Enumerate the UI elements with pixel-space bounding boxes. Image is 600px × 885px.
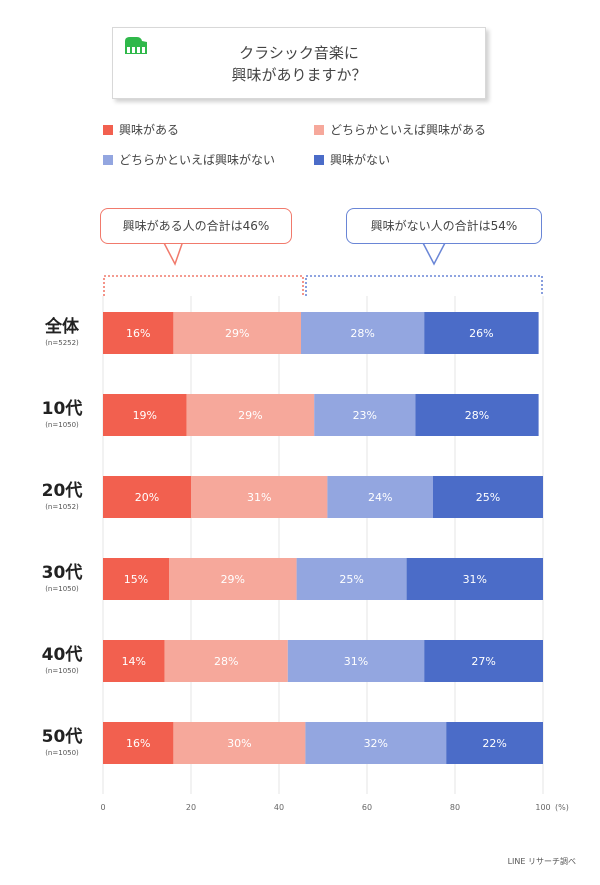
title-line-2: 興味がありますか？ xyxy=(231,66,367,84)
data-label: 29% xyxy=(221,573,245,586)
x-tick-label: 100 xyxy=(535,803,550,812)
data-label: 30% xyxy=(227,737,251,750)
data-label: 28% xyxy=(214,655,238,668)
legend-label: どちらかといえば興味がない xyxy=(119,153,276,167)
legend-swatch xyxy=(103,125,113,135)
chart-title: クラシック音楽に 興味がありますか？ xyxy=(113,42,485,86)
x-tick-label: 40 xyxy=(274,803,284,812)
x-axis-unit: (%) xyxy=(555,803,569,812)
x-tick-label: 60 xyxy=(362,803,372,812)
category-label: 30代 (n=1050) xyxy=(30,562,94,594)
legend-item-somewhat-interested: どちらかといえば興味がある xyxy=(314,123,486,137)
category-label: 40代 (n=1050) xyxy=(30,644,94,676)
category-label: 全体 (n=5252) xyxy=(30,316,94,348)
bar-segment xyxy=(433,476,543,518)
data-label: 22% xyxy=(482,737,506,750)
category-name: 20代 xyxy=(41,481,83,501)
data-label: 15% xyxy=(124,573,148,586)
bar-segment xyxy=(103,558,169,600)
data-label: 20% xyxy=(135,491,159,504)
callout-interested: 興味がある人の合計は46% xyxy=(100,208,292,244)
data-label: 31% xyxy=(344,655,368,668)
bar-segment xyxy=(424,640,543,682)
x-tick-label: 0 xyxy=(100,803,105,812)
bar-segment xyxy=(327,476,433,518)
callout-not-interested: 興味がない人の合計は54% xyxy=(346,208,542,244)
bar-segment xyxy=(173,722,306,764)
bar-segment xyxy=(301,312,425,354)
legend-swatch xyxy=(314,155,324,165)
legend-swatch xyxy=(314,125,324,135)
data-label: 25% xyxy=(476,491,500,504)
legend-swatch xyxy=(103,155,113,165)
legend-label: 興味がない xyxy=(330,153,391,167)
sample-size: (n=1050) xyxy=(45,749,79,757)
bar-segment xyxy=(103,476,191,518)
title-box: クラシック音楽に 興味がありますか？ xyxy=(112,27,486,99)
bar-segment xyxy=(169,558,297,600)
sample-size: (n=1050) xyxy=(45,585,79,593)
title-line-1: クラシック音楽に xyxy=(239,44,359,62)
bar-segment xyxy=(103,722,174,764)
legend-item-somewhat-not-interested: どちらかといえば興味がない xyxy=(103,153,275,167)
bar-segment xyxy=(296,558,407,600)
data-label: 16% xyxy=(126,737,150,750)
sample-size: (n=5252) xyxy=(45,339,79,347)
source-note: LINE リサーチ調べ xyxy=(507,857,576,866)
data-label: 19% xyxy=(133,409,157,422)
category-name: 10代 xyxy=(41,399,83,419)
bar-segment xyxy=(173,312,301,354)
sample-size: (n=1050) xyxy=(45,421,79,429)
bar-segment xyxy=(164,640,288,682)
data-label: 28% xyxy=(350,327,374,340)
bar-segment xyxy=(287,640,425,682)
data-label: 16% xyxy=(126,327,150,340)
bar-segment xyxy=(446,722,543,764)
sample-size: (n=1050) xyxy=(45,667,79,675)
category-label: 50代 (n=1050) xyxy=(30,726,94,758)
legend-label: 興味がある xyxy=(119,123,180,137)
bar-segment xyxy=(103,640,165,682)
data-label: 28% xyxy=(465,409,489,422)
data-label: 29% xyxy=(225,327,249,340)
legend-label: どちらかといえば興味がある xyxy=(330,123,487,137)
bar-segment xyxy=(191,476,328,518)
data-label: 14% xyxy=(122,655,146,668)
bar-segment xyxy=(103,312,174,354)
bar-segment xyxy=(186,394,315,436)
bar-segment xyxy=(314,394,416,436)
data-label: 24% xyxy=(368,491,392,504)
bar-segment xyxy=(103,394,187,436)
bar-segment xyxy=(305,722,447,764)
category-label: 10代 (n=1050) xyxy=(30,398,94,430)
data-label: 23% xyxy=(353,409,377,422)
category-name: 40代 xyxy=(41,645,83,665)
sample-size: (n=1052) xyxy=(45,503,79,511)
category-name: 全体 xyxy=(45,317,79,337)
bar-segment xyxy=(406,558,543,600)
data-label: 32% xyxy=(364,737,388,750)
legend-item-interested: 興味がある xyxy=(103,123,179,137)
bar-segment xyxy=(424,312,539,354)
piano-icon xyxy=(125,37,147,54)
category-name: 30代 xyxy=(41,563,83,583)
data-label: 27% xyxy=(471,655,495,668)
data-label: 25% xyxy=(339,573,363,586)
data-label: 31% xyxy=(247,491,271,504)
x-tick-label: 20 xyxy=(186,803,196,812)
legend-item-not-interested: 興味がない xyxy=(314,153,390,167)
data-label: 26% xyxy=(469,327,493,340)
data-label: 29% xyxy=(238,409,262,422)
data-label: 31% xyxy=(463,573,487,586)
bar-segment xyxy=(415,394,539,436)
category-label: 20代 (n=1052) xyxy=(30,480,94,512)
category-name: 50代 xyxy=(41,727,83,747)
x-tick-label: 80 xyxy=(450,803,460,812)
